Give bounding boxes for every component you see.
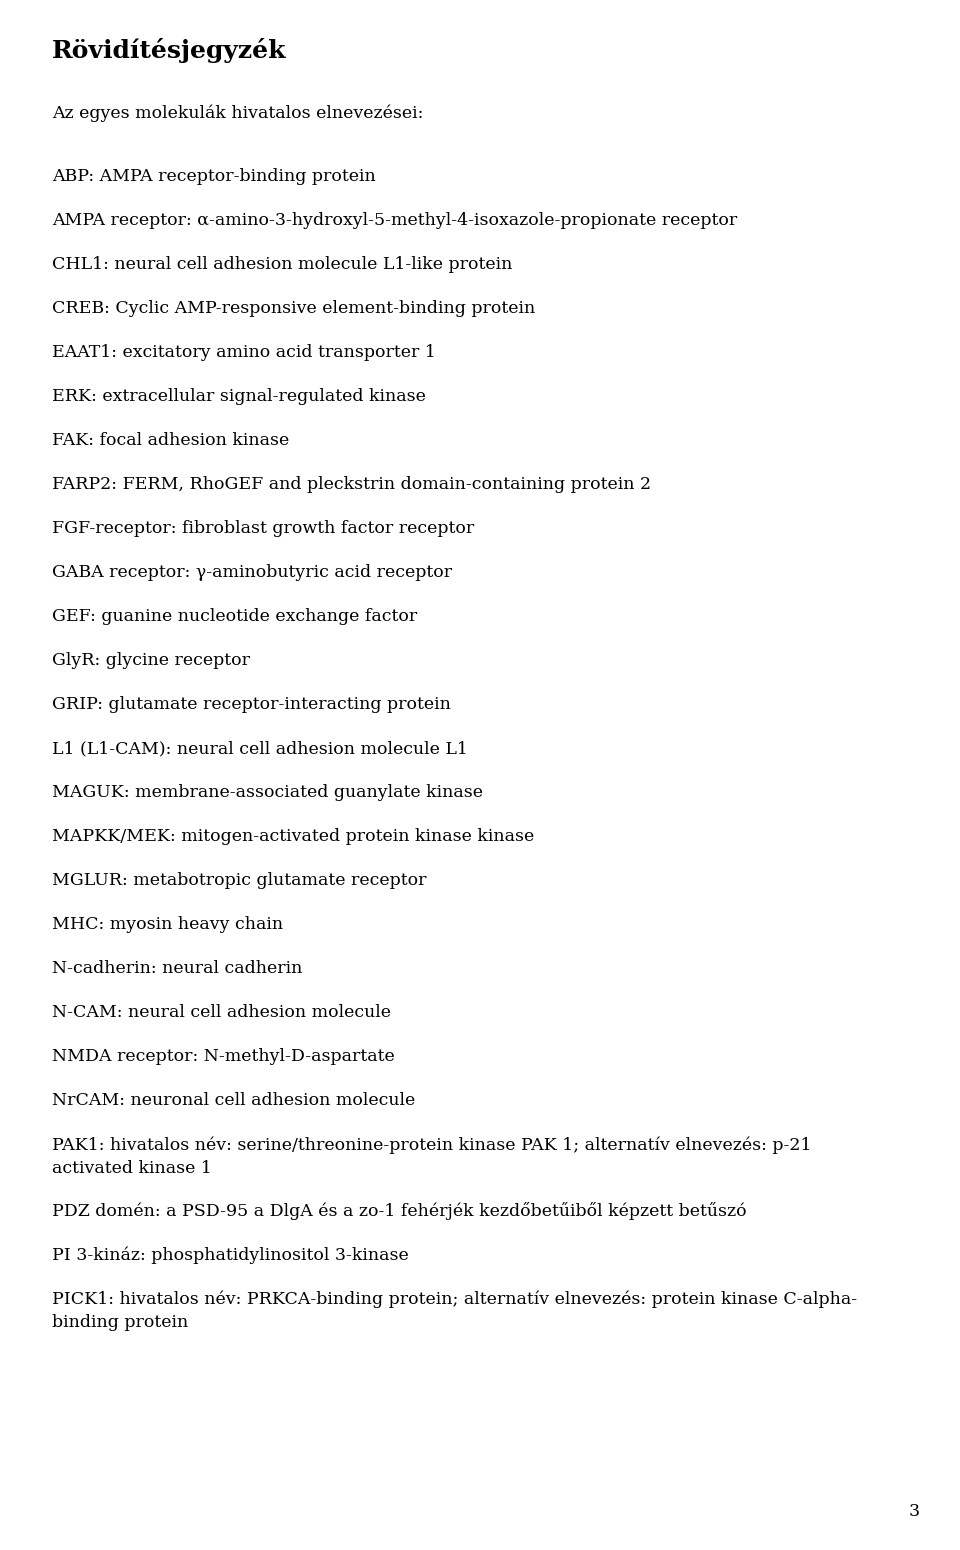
Text: CREB: Cyclic AMP-responsive element-binding protein: CREB: Cyclic AMP-responsive element-bind… bbox=[52, 301, 536, 318]
Text: ABP: AMPA receptor-binding protein: ABP: AMPA receptor-binding protein bbox=[52, 167, 375, 184]
Text: Az egyes molekulák hivatalos elnevezései:: Az egyes molekulák hivatalos elnevezései… bbox=[52, 105, 423, 122]
Text: PICK1: hivatalos név: PRKCA-binding protein; alternatív elnevezés: protein kinas: PICK1: hivatalos név: PRKCA-binding prot… bbox=[52, 1290, 857, 1331]
Text: PI 3-kináz: phosphatidylinositol 3-kinase: PI 3-kináz: phosphatidylinositol 3-kinas… bbox=[52, 1246, 409, 1263]
Text: L1 (L1-CAM): neural cell adhesion molecule L1: L1 (L1-CAM): neural cell adhesion molecu… bbox=[52, 739, 468, 756]
Text: N-CAM: neural cell adhesion molecule: N-CAM: neural cell adhesion molecule bbox=[52, 1004, 391, 1021]
Text: EAAT1: excitatory amino acid transporter 1: EAAT1: excitatory amino acid transporter… bbox=[52, 344, 436, 361]
Text: AMPA receptor: α-amino-3-hydroxyl-5-methyl-4-isoxazole-propionate receptor: AMPA receptor: α-amino-3-hydroxyl-5-meth… bbox=[52, 212, 737, 229]
Text: NrCAM: neuronal cell adhesion molecule: NrCAM: neuronal cell adhesion molecule bbox=[52, 1093, 416, 1108]
Text: Rövidítésjegyzék: Rövidítésjegyzék bbox=[52, 39, 286, 64]
Text: MHC: myosin heavy chain: MHC: myosin heavy chain bbox=[52, 916, 283, 933]
Text: MAPKK/MEK: mitogen-activated protein kinase kinase: MAPKK/MEK: mitogen-activated protein kin… bbox=[52, 828, 535, 845]
Text: MGLUR: metabotropic glutamate receptor: MGLUR: metabotropic glutamate receptor bbox=[52, 873, 426, 890]
Text: GABA receptor: γ-aminobutyric acid receptor: GABA receptor: γ-aminobutyric acid recep… bbox=[52, 564, 452, 581]
Text: MAGUK: membrane-associated guanylate kinase: MAGUK: membrane-associated guanylate kin… bbox=[52, 784, 483, 801]
Text: GRIP: glutamate receptor-interacting protein: GRIP: glutamate receptor-interacting pro… bbox=[52, 696, 451, 713]
Text: NMDA receptor: N-methyl-D-aspartate: NMDA receptor: N-methyl-D-aspartate bbox=[52, 1048, 395, 1065]
Text: GlyR: glycine receptor: GlyR: glycine receptor bbox=[52, 653, 250, 670]
Text: FGF-receptor: fibroblast growth factor receptor: FGF-receptor: fibroblast growth factor r… bbox=[52, 519, 474, 536]
Text: ERK: extracellular signal-regulated kinase: ERK: extracellular signal-regulated kina… bbox=[52, 388, 426, 405]
Text: PAK1: hivatalos név: serine/threonine-protein kinase PAK 1; alternatív elnevezés: PAK1: hivatalos név: serine/threonine-pr… bbox=[52, 1136, 811, 1176]
Text: PDZ domén: a PSD-95 a DlgA és a zo-1 fehérjék kezdőbetűiből képzett betűszó: PDZ domén: a PSD-95 a DlgA és a zo-1 feh… bbox=[52, 1201, 747, 1220]
Text: FARP2: FERM, RhoGEF and pleckstrin domain-containing protein 2: FARP2: FERM, RhoGEF and pleckstrin domai… bbox=[52, 476, 651, 493]
Text: FAK: focal adhesion kinase: FAK: focal adhesion kinase bbox=[52, 432, 289, 450]
Text: N-cadherin: neural cadherin: N-cadherin: neural cadherin bbox=[52, 959, 302, 977]
Text: 3: 3 bbox=[909, 1504, 920, 1521]
Text: GEF: guanine nucleotide exchange factor: GEF: guanine nucleotide exchange factor bbox=[52, 608, 418, 625]
Text: CHL1: neural cell adhesion molecule L1-like protein: CHL1: neural cell adhesion molecule L1-l… bbox=[52, 256, 513, 273]
